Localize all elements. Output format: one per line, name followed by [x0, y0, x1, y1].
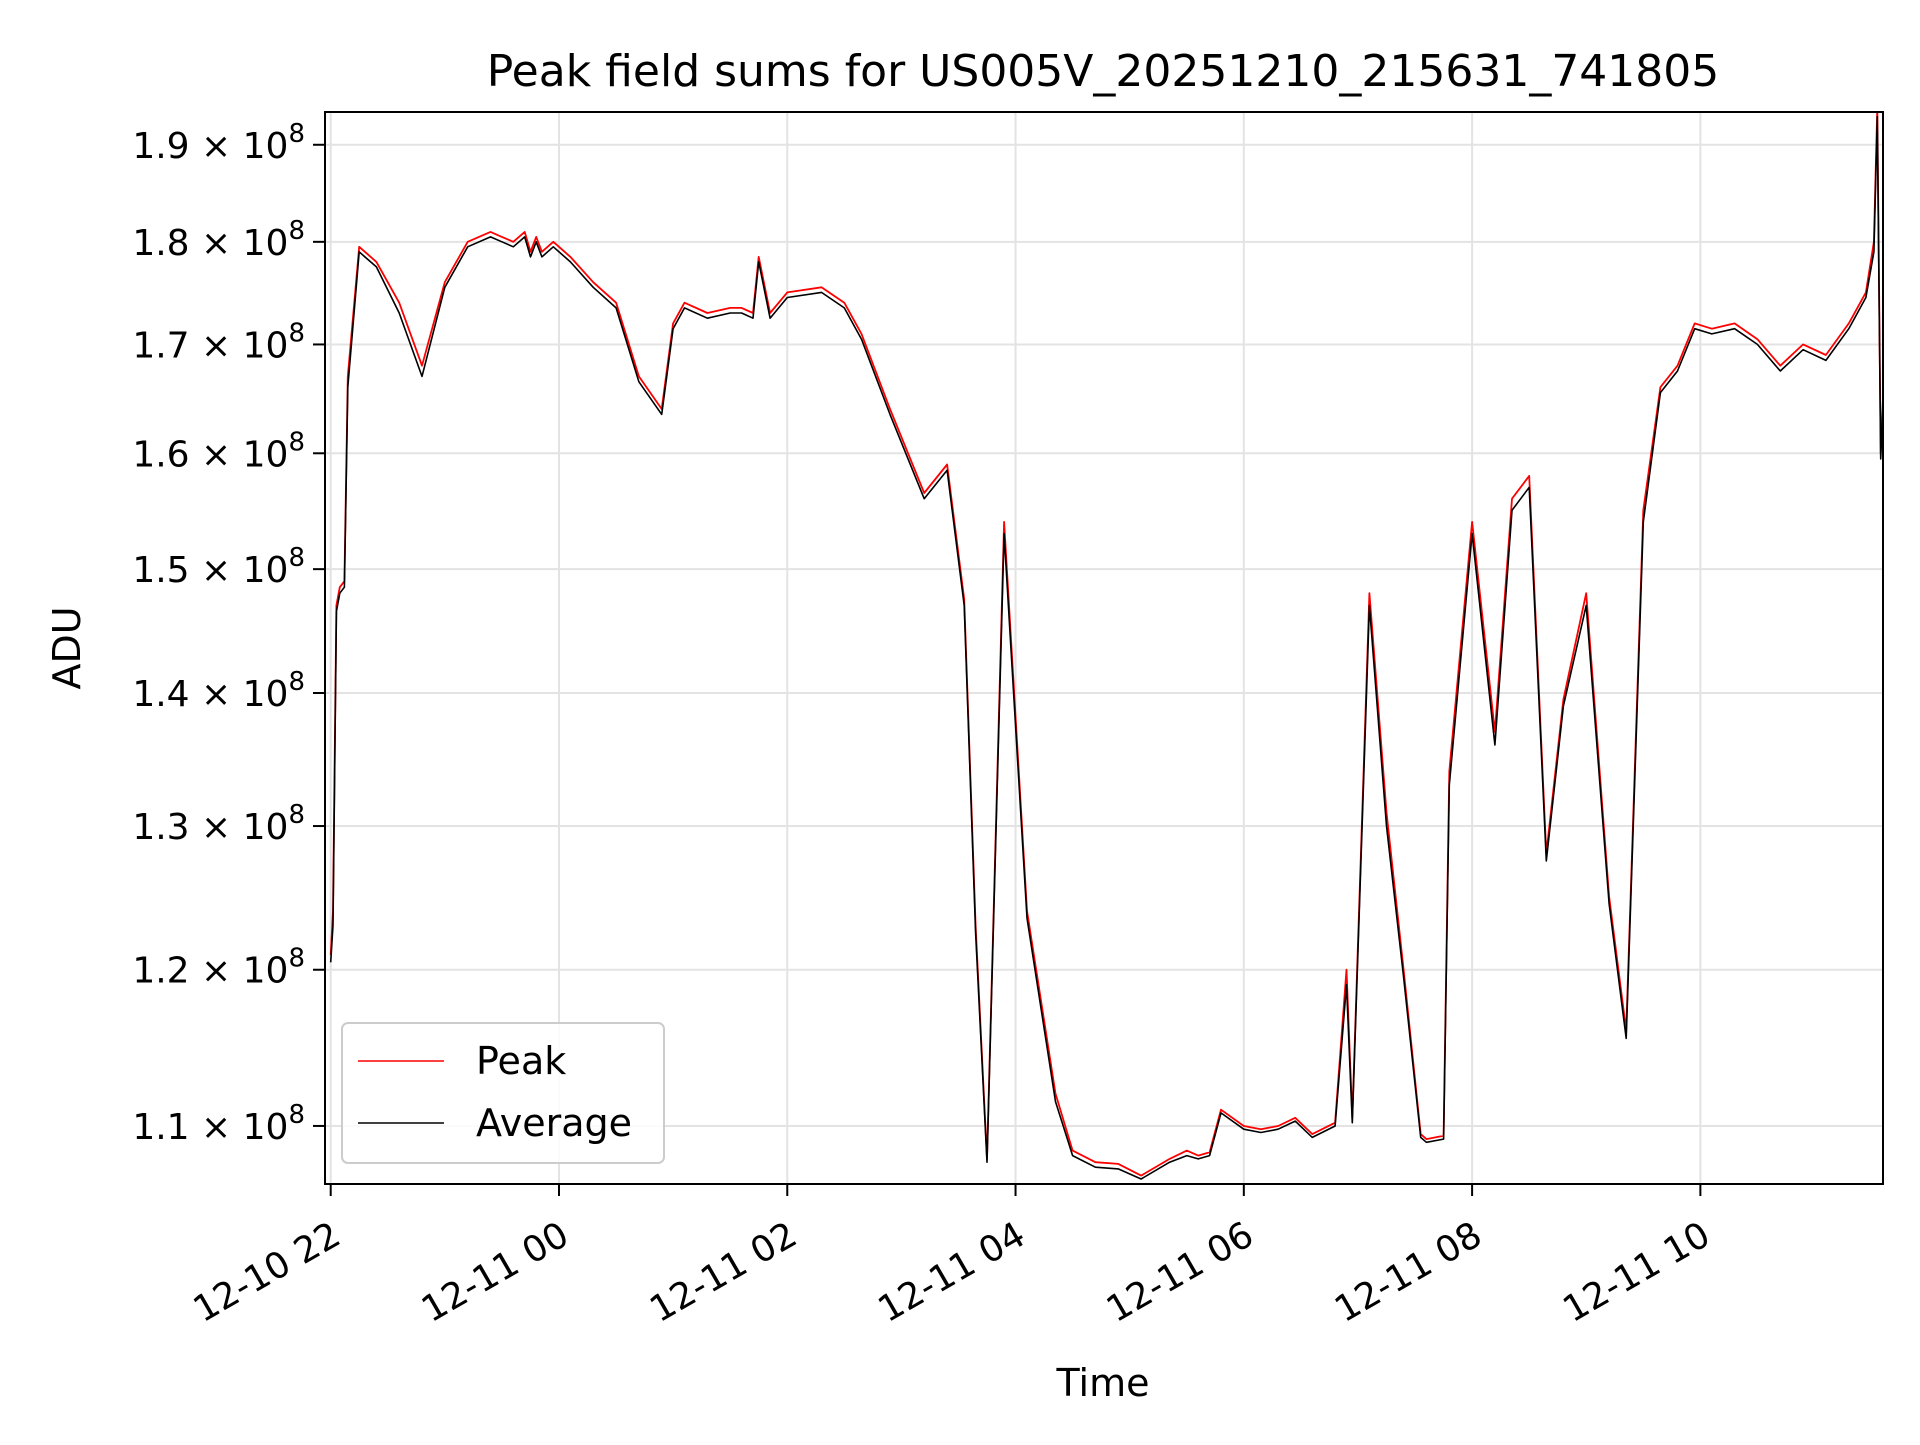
- y-axis-label: ADU: [45, 606, 89, 689]
- legend: Peak Average: [341, 1022, 665, 1164]
- y-axis-ticks: 1.1 × 108 1.2 × 108 1.3 × 108 1.4 × 108 1.5 …: [132, 119, 325, 1148]
- chart-title: Peak field sums for US005V_20251210_2156…: [487, 46, 1720, 97]
- y-tick-label: 1.6 × 108: [132, 427, 305, 475]
- legend-label-average: Average: [476, 1101, 632, 1145]
- x-tick-label: 12-11 06: [1100, 1214, 1261, 1330]
- x-tick-label: 12-11 08: [1328, 1214, 1489, 1330]
- x-tick-label: 12-11 02: [643, 1214, 804, 1330]
- x-axis-ticks: 12-10 22 12-11 00 12-11 02 12-11 04 12-11 06…: [187, 1184, 1717, 1331]
- series-layer: [329, 112, 1883, 1180]
- y-tick-label: 1.2 × 108: [132, 944, 305, 992]
- y-tick-label: 1.1 × 108: [132, 1100, 305, 1148]
- y-tick-label: 1.3 × 108: [132, 800, 305, 848]
- y-tick-label: 1.7 × 108: [132, 318, 305, 366]
- y-tick-label: 1.4 × 108: [132, 667, 305, 715]
- y-tick-label: 1.5 × 108: [132, 543, 305, 591]
- x-tick-label: 12-11 10: [1556, 1214, 1717, 1330]
- legend-box: [341, 1022, 665, 1164]
- series-line-peak: [329, 112, 1883, 1177]
- plot-area-frame: [324, 111, 1884, 1185]
- series-line-average: [329, 115, 1883, 1180]
- x-tick-label: 12-11 00: [415, 1214, 576, 1330]
- y-tick-label: 1.9 × 108: [132, 119, 305, 167]
- x-tick-label: 12-11 04: [872, 1214, 1033, 1330]
- y-tick-label: 1.8 × 108: [132, 216, 305, 264]
- x-tick-label: 12-10 22: [187, 1214, 348, 1330]
- x-axis-label: Time: [1056, 1361, 1150, 1405]
- legend-label-peak: Peak: [476, 1039, 566, 1083]
- grid-layer: [325, 112, 1883, 1184]
